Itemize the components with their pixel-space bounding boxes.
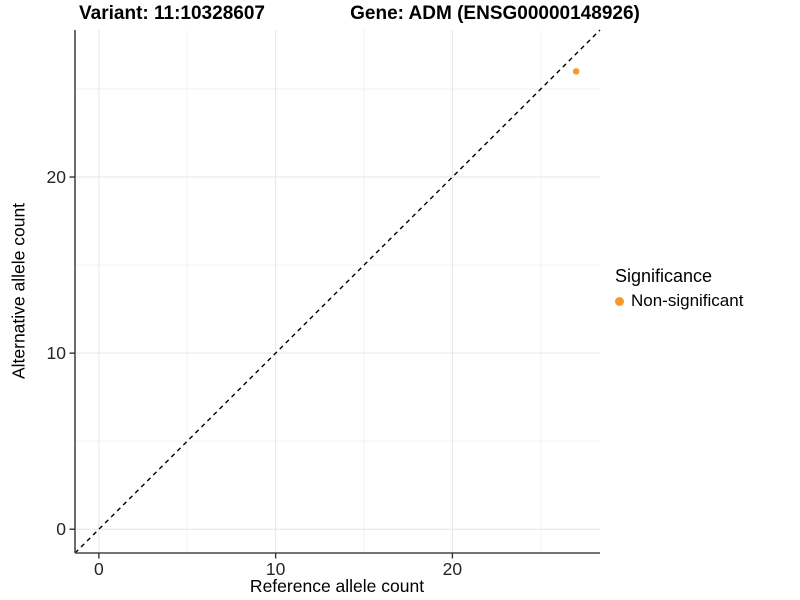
legend-item: Non-significant [615,291,743,311]
x-tick-label: 10 [266,559,286,579]
plot-title-gene: Gene: ADM (ENSG00000148926) [350,3,640,24]
legend: Significance Non-significant [615,265,743,311]
legend-title: Significance [615,266,713,286]
plot-title-variant: Variant: 11:10328607 [79,3,265,24]
data-point [572,68,580,75]
y-tick-label: 20 [47,167,67,187]
x-tick-label: 20 [443,559,463,579]
y-axis-label: Alternative allele count [8,202,29,380]
identity-dashed-line [74,29,601,554]
y-tick-label: 10 [47,343,67,363]
legend-item-label: Non-significant [631,291,744,310]
x-axis-label: Reference allele count [249,576,425,596]
x-tick-label: 0 [94,559,104,579]
legend-key-dot-icon [615,296,624,306]
y-tick-label: 0 [56,519,66,539]
